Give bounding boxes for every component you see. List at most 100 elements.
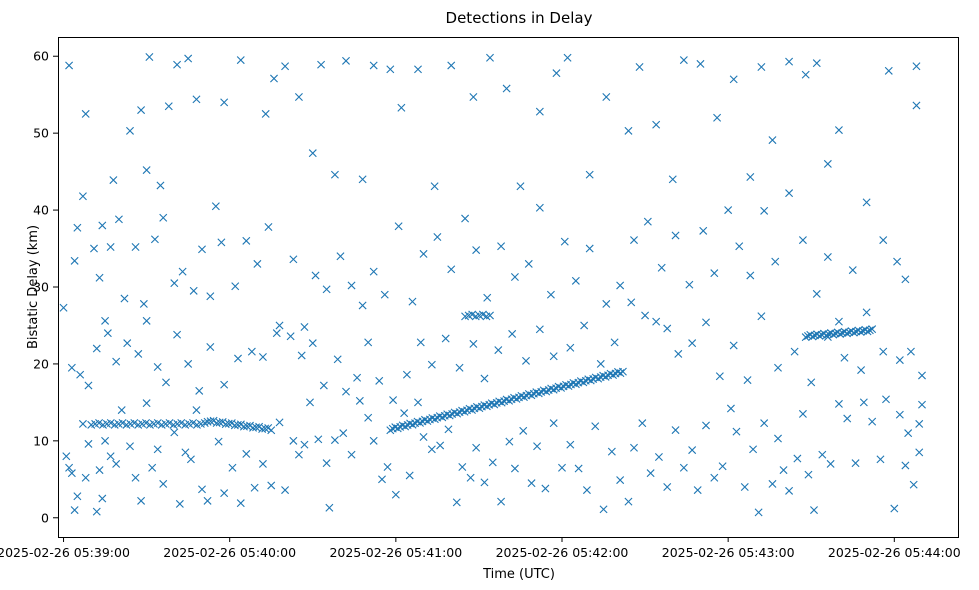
data-point [862,308,871,317]
data-point [252,423,261,432]
data-point [522,356,530,365]
data-point [275,418,284,427]
data-point [768,136,777,145]
data-point [242,449,251,458]
data-point [73,223,82,232]
data-point [308,339,317,348]
data-point [918,400,926,409]
data-point [512,394,521,403]
data-point [710,473,719,482]
data-point [186,455,195,464]
data-point [228,463,237,472]
data-point [192,95,201,104]
data-point [325,503,334,512]
data-point [289,255,298,264]
data-point [823,253,832,261]
data-point [760,419,769,428]
data-point [306,398,314,407]
data-point [599,505,608,514]
data-point [84,381,93,390]
data-point [732,427,741,436]
data-point [466,473,475,482]
data-point [131,243,140,251]
data-point [740,483,749,491]
data-point [505,396,514,405]
data-point [693,486,702,495]
data-point [275,321,284,330]
data-point [574,464,583,473]
data-point [109,176,118,185]
data-point [236,499,245,508]
data-point [84,439,93,448]
data-point [433,233,442,241]
data-point [369,61,378,70]
data-point [181,448,190,457]
data-point [423,417,432,426]
data-point [355,396,364,405]
data-point [563,53,572,62]
data-point [541,484,550,493]
data-point [67,469,76,478]
data-point [480,374,489,383]
data-point [486,311,494,320]
data-point [912,101,921,110]
data-point [729,341,738,350]
data-point [671,426,680,435]
data-point [408,420,417,429]
data-point [117,406,126,415]
data-point [779,466,788,475]
data-point [159,213,168,222]
data-point [112,357,121,366]
data-point [126,126,134,135]
data-point [560,237,569,246]
data-point [175,499,184,508]
data-point [641,311,650,320]
data-point [893,257,902,266]
data-point [524,259,533,268]
data-point [430,415,439,424]
data-point [142,399,151,408]
data-point [198,485,206,494]
data-point [106,243,115,251]
data-point [455,363,464,372]
data-point [281,62,290,71]
data-point [785,57,794,66]
data-point [713,113,722,122]
data-point [652,317,661,326]
data-point [90,244,98,253]
data-point [793,454,802,463]
data-point [829,330,838,339]
data-point [497,497,506,506]
data-point [103,329,112,338]
data-point [566,440,575,449]
data-point [134,349,143,358]
data-point [652,120,661,129]
data-point [851,459,860,468]
data-point [203,496,212,505]
data-point [546,290,555,299]
data-point [890,504,899,513]
data-point [258,459,267,468]
data-point [757,312,766,321]
data-point [646,469,655,478]
data-point [472,246,481,255]
data-point [818,450,827,459]
data-point [879,347,888,356]
data-point [843,414,852,423]
data-point [130,419,139,427]
data-point [416,418,424,427]
data-point [798,409,807,418]
data-point [98,494,107,503]
x-axis-title: Time (UTC) [482,567,555,582]
axes-frame [58,37,959,538]
data-point [78,419,87,428]
data-point [364,338,373,347]
data-point [173,330,182,339]
data-point [915,448,924,457]
data-point [822,331,831,340]
data-point [427,445,436,454]
data-point [261,424,270,433]
data-point [535,107,544,116]
data-point [724,206,733,215]
data-point [272,329,281,338]
